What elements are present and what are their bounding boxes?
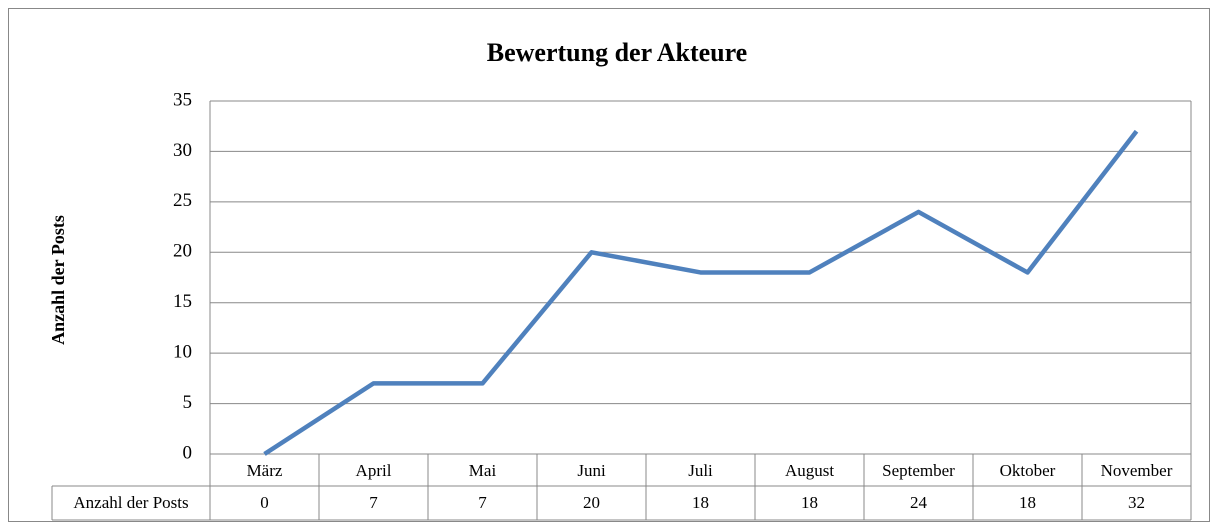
legend-label: Anzahl der Posts	[73, 493, 188, 512]
x-tick-label: August	[785, 461, 834, 480]
chart-title: Bewertung der Akteure	[487, 38, 747, 67]
table-value: 18	[801, 493, 818, 512]
y-axis-label: Anzahl der Posts	[48, 215, 68, 345]
y-tick-label: 0	[183, 442, 193, 463]
table-value: 20	[583, 493, 600, 512]
x-tick-label: März	[247, 461, 283, 480]
x-tick-label: Oktober	[1000, 461, 1056, 480]
y-tick-label: 15	[173, 291, 192, 312]
table-value: 24	[910, 493, 928, 512]
table-value: 32	[1128, 493, 1145, 512]
x-tick-label: Juli	[688, 461, 713, 480]
x-tick-label: Mai	[469, 461, 497, 480]
table-value: 7	[369, 493, 378, 512]
y-tick-label: 10	[173, 342, 192, 363]
y-tick-label: 5	[183, 392, 193, 413]
y-tick-label: 30	[173, 140, 192, 161]
x-tick-label: Juni	[577, 461, 606, 480]
line-series	[263, 129, 1139, 456]
y-tick-label: 20	[173, 241, 192, 262]
x-tick-label: November	[1101, 461, 1173, 480]
chart-border	[8, 8, 1210, 522]
x-tick-label: April	[356, 461, 392, 480]
table-value: 18	[692, 493, 709, 512]
x-tick-label: September	[882, 461, 955, 480]
y-tick-label: 25	[173, 190, 192, 211]
table-value: 7	[478, 493, 487, 512]
table-value: 18	[1019, 493, 1036, 512]
y-tick-label: 35	[173, 89, 192, 110]
table-value: 0	[260, 493, 269, 512]
